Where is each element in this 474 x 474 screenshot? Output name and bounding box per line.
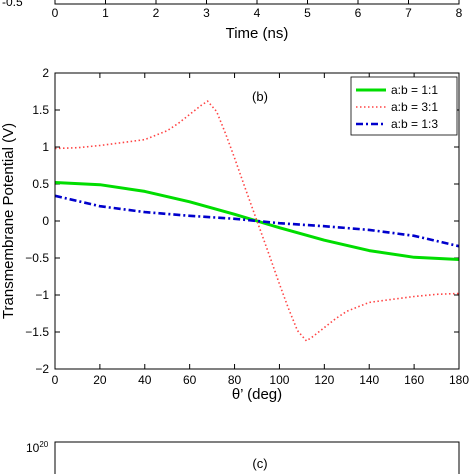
- top-panel-partial-y-tick: -0.5: [2, 0, 23, 9]
- top-panel-x-axis-label: Time (ns): [226, 25, 289, 42]
- panel-b-ticks: 0 20 40 60 80 100 120 140 160 180 −2 −1.5 −1 −0.5 0 0.5…: [25, 66, 469, 387]
- panel-b-x-axis-label: θ’ (deg): [232, 386, 282, 403]
- top-x-tick-label: 7: [405, 6, 412, 20]
- top-x-tick-label: 8: [456, 6, 463, 20]
- panel-b-frame: [54, 72, 460, 370]
- b-x-tick-label: 160: [404, 373, 424, 387]
- panel-c-y-tick-exponent: 20: [39, 440, 48, 449]
- top-x-tick-label: 5: [304, 6, 311, 20]
- b-y-tick-label: −0.5: [25, 251, 49, 265]
- panel-b-label: (b): [252, 89, 268, 104]
- legend-entry-3: a:b = 1:3: [391, 117, 438, 131]
- top-panel: -0.5 0 1 2 3 4 5 6 7 8 Time (ns): [2, 0, 463, 42]
- b-y-tick-label: 0: [42, 214, 49, 228]
- panel-c-label: (c): [252, 456, 267, 471]
- top-x-tick-label: 4: [254, 6, 261, 20]
- b-y-tick-label: −2: [35, 362, 49, 376]
- b-x-tick-label: 40: [138, 373, 152, 387]
- top-x-tick-label: 6: [355, 6, 362, 20]
- b-y-tick-label: 2: [42, 66, 49, 80]
- b-x-tick-label: 80: [228, 373, 242, 387]
- panel-c-frame: [54, 441, 460, 474]
- b-x-tick-label: 180: [449, 373, 469, 387]
- panel-c: (c) 1020: [26, 440, 460, 474]
- panel-b-series: [54, 100, 460, 342]
- b-x-tick-label: 100: [269, 373, 289, 387]
- b-x-tick-label: 20: [93, 373, 107, 387]
- b-y-tick-label: 1.5: [32, 103, 49, 117]
- panel-c-y-tick-label: 1020: [26, 440, 49, 455]
- b-x-tick-label: 60: [183, 373, 197, 387]
- b-x-tick-label: 140: [359, 373, 379, 387]
- top-x-tick-label: 3: [203, 6, 210, 20]
- panel-b-legend: a:b = 1:1 a:b = 3:1 a:b = 1:3: [350, 76, 458, 136]
- top-x-tick-label: 2: [153, 6, 160, 20]
- top-x-tick-label: 1: [102, 6, 109, 20]
- b-x-tick-label: 0: [52, 373, 59, 387]
- b-x-tick-label: 120: [314, 373, 334, 387]
- top-panel-x-ticks: 0 1 2 3 4 5 6 7 8: [52, 0, 463, 20]
- legend-box: [350, 76, 458, 136]
- b-y-tick-label: 1: [42, 140, 49, 154]
- panel-b-y-axis-label: Transmembrane Potential (V): [0, 123, 17, 319]
- b-y-tick-label: 0.5: [32, 177, 49, 191]
- top-x-tick-label: 0: [52, 6, 59, 20]
- panel-b: 0 20 40 60 80 100 120 140 160 180 −2 −1.5 −1 −0.5 0 0.5…: [0, 66, 469, 403]
- legend-entry-2: a:b = 3:1: [391, 100, 438, 114]
- legend-entry-1: a:b = 1:1: [391, 83, 438, 97]
- series-line-1: [54, 181, 460, 261]
- series-line-3: [54, 194, 460, 248]
- b-y-tick-label: −1: [35, 288, 49, 302]
- b-y-tick-label: −1.5: [25, 325, 49, 339]
